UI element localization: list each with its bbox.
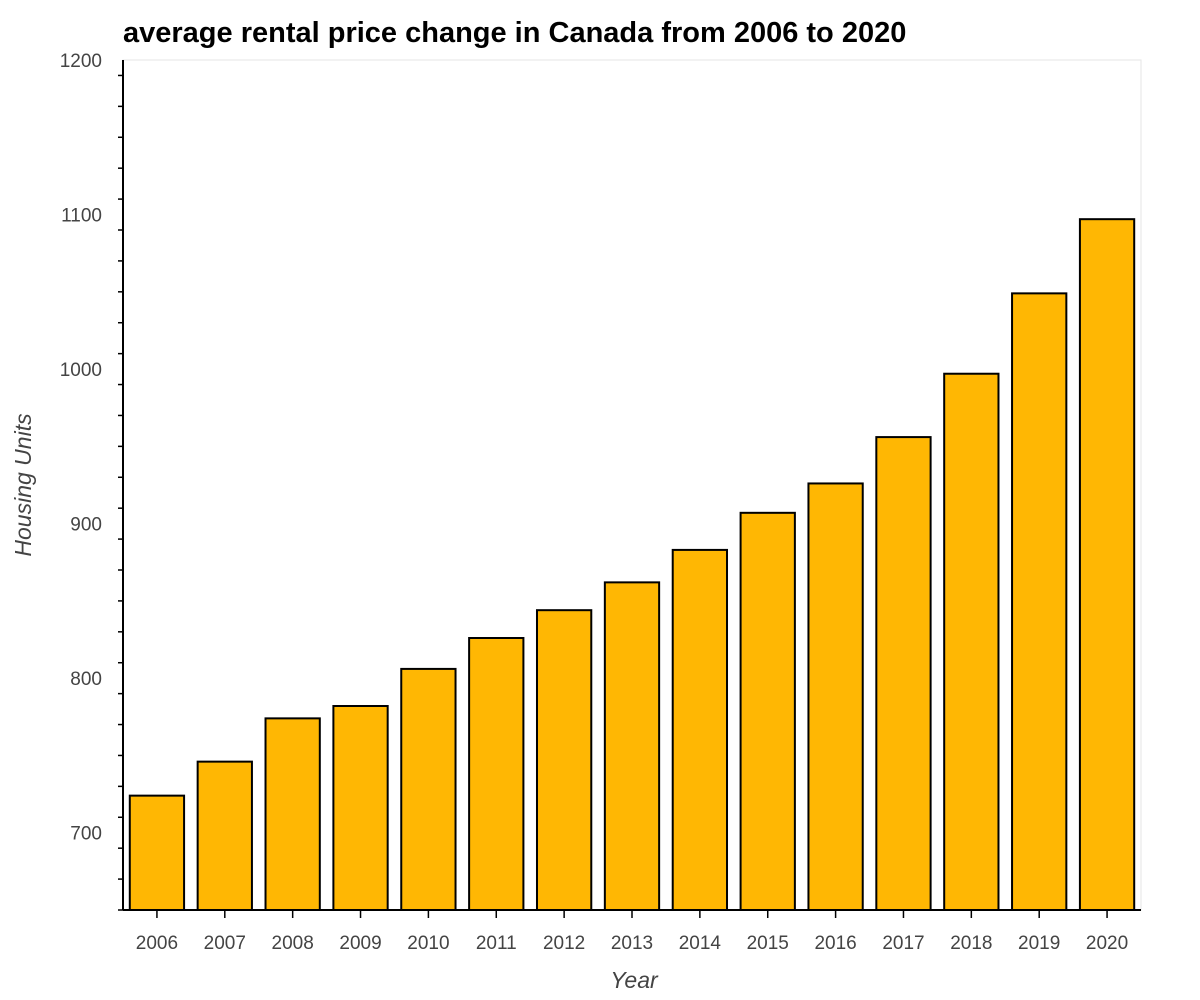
chart-title: average rental price change in Canada fr…	[123, 17, 906, 49]
x-tick-label: 2011	[476, 933, 517, 954]
bar-2017	[875, 436, 932, 911]
x-tick-label: 2015	[747, 933, 789, 954]
bar-2020	[1078, 218, 1136, 911]
y-axis: 700 800 900 1000 1100 1200	[60, 51, 124, 911]
x-tick-label: 2006	[136, 933, 178, 954]
bar-2018	[943, 372, 1000, 912]
bar-2015	[739, 511, 796, 911]
y-tick-label: 700	[70, 824, 102, 845]
y-tick-label: 1000	[60, 360, 102, 381]
bar-2019	[1011, 292, 1068, 911]
bars-group	[128, 218, 1136, 912]
y-tick-label: 1200	[60, 51, 102, 72]
bar-2014	[671, 548, 729, 911]
x-tick-label: 2017	[882, 933, 924, 954]
y-tick-label: 800	[70, 669, 102, 690]
bar-2011	[468, 637, 525, 911]
x-tick-label: 2012	[543, 933, 585, 954]
bar-2012	[535, 609, 593, 911]
y-tick-label: 900	[70, 515, 102, 536]
x-tick-label: 2013	[611, 933, 653, 954]
x-tick-label: 2020	[1086, 933, 1128, 954]
x-tick-label: 2008	[272, 933, 314, 954]
y-axis-label: Housing Units	[10, 413, 36, 557]
x-tick-label: 2010	[407, 933, 449, 954]
x-axis: 2006 2007 2008 2009 2010 2011 2012 2013 2014 2015…	[123, 909, 1141, 954]
x-tick-label: 2016	[814, 933, 856, 954]
x-tick-label: 2018	[950, 933, 992, 954]
bar-2013	[603, 581, 661, 911]
x-tick-label: 2007	[204, 933, 246, 954]
x-axis-label: Year	[610, 967, 659, 993]
y-tick-label: 1100	[61, 206, 102, 227]
bar-2007	[196, 760, 253, 912]
bar-2016	[807, 482, 864, 911]
x-tick-label: 2009	[339, 933, 381, 954]
bar-2009	[332, 705, 389, 911]
x-tick-label: 2014	[679, 933, 722, 954]
bar-2010	[400, 667, 457, 911]
bar-2008	[264, 717, 321, 911]
x-tick-label: 2019	[1018, 933, 1060, 954]
bar-2006	[128, 794, 186, 912]
